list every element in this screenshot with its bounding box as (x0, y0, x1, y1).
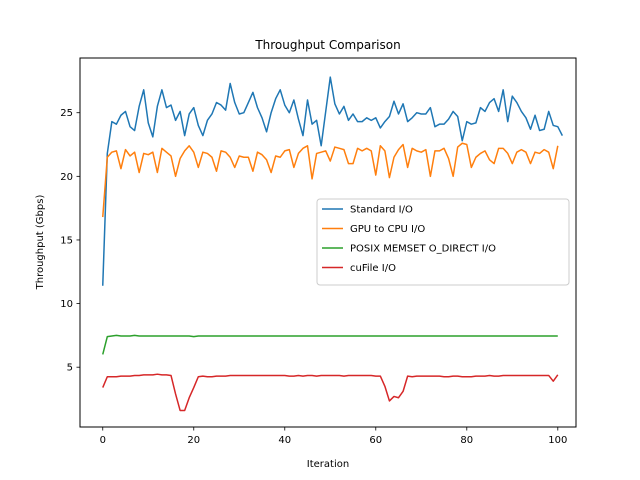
legend-label-0: Standard I/O (350, 205, 413, 216)
axes-frame (79, 57, 577, 428)
x-axis: 0 20 40 60 80 100 (100, 427, 567, 446)
x-tick-label: 20 (187, 435, 200, 446)
legend-label-1: GPU to CPU I/O (350, 224, 425, 235)
x-tick-label: 0 (100, 435, 106, 446)
y-tick-label: 25 (60, 108, 73, 119)
y-tick-label: 15 (60, 235, 73, 246)
legend: Standard I/O GPU to CPU I/O POSIX MEMSET O… (316, 198, 570, 286)
y-tick-label: 10 (60, 299, 73, 310)
x-tick-label: 40 (278, 435, 291, 446)
y-axis-label: Throughput (Gbps) (35, 195, 46, 291)
legend-label-3: cuFile I/O (350, 263, 396, 274)
series-line-0 (102, 76, 564, 286)
x-axis-label: Iteration (307, 459, 349, 470)
series-line-1 (102, 142, 559, 218)
legend-label-2: POSIX MEMSET O_DIRECT I/O (350, 244, 496, 255)
y-tick-label: 5 (67, 363, 73, 374)
series-line-3 (102, 373, 559, 412)
legend-box (316, 198, 570, 286)
y-tick-label: 20 (60, 172, 73, 183)
x-tick-label: 60 (369, 435, 382, 446)
x-tick-label: 80 (460, 435, 473, 446)
plot-area (102, 76, 564, 412)
x-tick-label: 100 (548, 435, 567, 446)
series-line-2 (102, 334, 558, 355)
y-axis: 5 10 15 20 25 (60, 108, 80, 374)
chart-title: Throughput Comparison (254, 38, 400, 52)
